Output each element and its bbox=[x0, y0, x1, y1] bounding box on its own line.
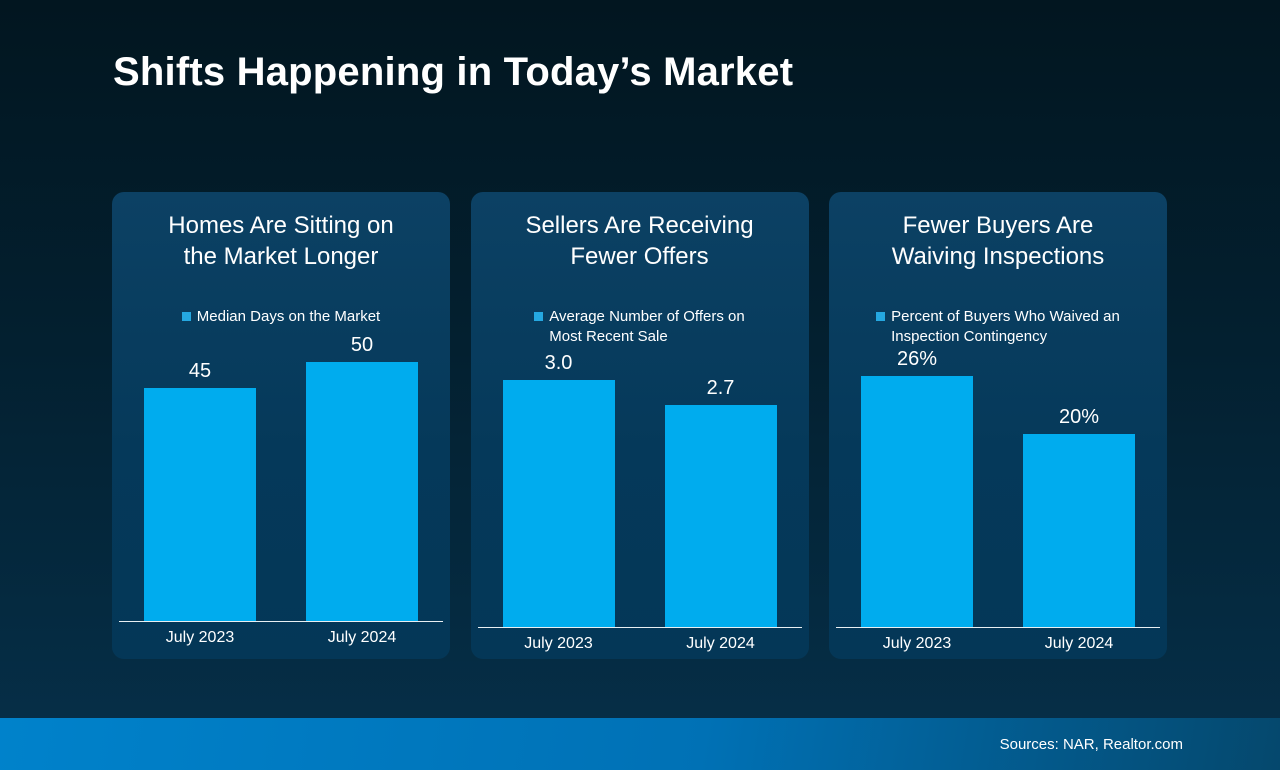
bar-group: 45 bbox=[144, 360, 256, 621]
legend-label: Percent of Buyers Who Waived an Inspecti… bbox=[891, 307, 1120, 347]
bars-area: 26% 20% bbox=[829, 347, 1167, 627]
data-label: 20% bbox=[1058, 405, 1100, 428]
x-axis-line bbox=[477, 626, 802, 628]
legend-swatch-icon bbox=[181, 311, 191, 321]
bar-group: 50 bbox=[306, 334, 418, 621]
x-tick-label: July 2024 bbox=[686, 634, 755, 652]
legend-line: Percent of Buyers Who Waived an bbox=[891, 307, 1120, 325]
charts-row: Homes Are Sitting on the Market Longer M… bbox=[112, 192, 1167, 659]
chart-card-days-on-market: Homes Are Sitting on the Market Longer M… bbox=[112, 192, 450, 659]
bar-chart: 3.0 2.7 July 2023 July 2024 bbox=[471, 347, 809, 653]
x-tick-label: July 2024 bbox=[327, 629, 397, 646]
chart-card-offers: Sellers Are Receiving Fewer Offers Avera… bbox=[470, 192, 809, 659]
chart-title: Fewer Buyers Are Waiving Inspections bbox=[892, 210, 1105, 272]
source-bar: Sources: NAR, Realtor.com bbox=[0, 718, 1280, 770]
legend-label: Median Days on the Market bbox=[197, 307, 380, 327]
x-tick-label: July 2024 bbox=[1044, 634, 1114, 652]
data-label: 3.0 bbox=[544, 351, 573, 374]
bars-area: 3.0 2.7 bbox=[471, 347, 809, 627]
bar-chart: 26% 20% July 2023 July 2024 bbox=[829, 347, 1167, 653]
bar-july-2023 bbox=[502, 379, 615, 627]
bar-chart: 45 50 July 2023 July 2024 bbox=[112, 334, 450, 647]
chart-title: Homes Are Sitting on the Market Longer bbox=[168, 210, 393, 272]
legend-line: Most Recent Sale bbox=[549, 327, 668, 345]
legend-line: Average Number of Offers on bbox=[549, 307, 745, 325]
x-axis-labels: July 2023 July 2024 bbox=[112, 622, 450, 647]
bars-area: 45 50 bbox=[112, 334, 450, 621]
chart-title-line: Fewer Buyers Are bbox=[902, 212, 1094, 239]
chart-legend: Median Days on the Market bbox=[181, 307, 380, 327]
data-label: 26% bbox=[896, 347, 938, 370]
chart-title-line: the Market Longer bbox=[183, 243, 379, 270]
bar-july-2024 bbox=[306, 362, 418, 621]
chart-legend: Average Number of Offers on Most Recent … bbox=[534, 307, 745, 347]
x-axis-line bbox=[119, 621, 443, 622]
bar-group: 20% bbox=[1023, 406, 1135, 627]
x-tick-label: July 2023 bbox=[524, 634, 593, 652]
chart-title-line: Fewer Offers bbox=[570, 243, 709, 270]
data-label: 45 bbox=[188, 360, 212, 382]
data-label: 2.7 bbox=[706, 376, 735, 399]
chart-card-inspections: Fewer Buyers Are Waiving Inspections Per… bbox=[829, 192, 1167, 659]
x-axis-labels: July 2023 July 2024 bbox=[829, 628, 1167, 653]
bar-group: 2.7 bbox=[664, 376, 777, 627]
x-tick-label: July 2023 bbox=[165, 629, 235, 646]
bar-july-2024 bbox=[1023, 433, 1135, 627]
legend-swatch-icon bbox=[534, 311, 544, 321]
legend-line: Median Days on the Market bbox=[196, 307, 381, 325]
x-axis-line bbox=[836, 626, 1160, 628]
chart-title-line: Sellers Are Receiving bbox=[525, 212, 754, 239]
bar-july-2024 bbox=[664, 404, 777, 627]
chart-title-line: Homes Are Sitting on bbox=[168, 212, 394, 239]
chart-title: Sellers Are Receiving Fewer Offers bbox=[525, 210, 753, 272]
x-axis-labels: July 2023 July 2024 bbox=[471, 628, 809, 653]
bar-group: 26% bbox=[861, 348, 973, 627]
bar-group: 3.0 bbox=[502, 351, 615, 627]
source-note: Sources: NAR, Realtor.com bbox=[999, 735, 1183, 753]
bar-july-2023 bbox=[861, 375, 973, 627]
legend-swatch-icon bbox=[876, 311, 886, 321]
page-title: Shifts Happening in Today’s Market bbox=[113, 50, 794, 94]
data-label: 50 bbox=[350, 334, 374, 356]
chart-title-line: Waiving Inspections bbox=[891, 243, 1105, 270]
bar-july-2023 bbox=[144, 388, 256, 621]
legend-line: Inspection Contingency bbox=[891, 327, 1048, 345]
legend-label: Average Number of Offers on Most Recent … bbox=[549, 307, 744, 347]
chart-legend: Percent of Buyers Who Waived an Inspecti… bbox=[876, 307, 1120, 347]
x-tick-label: July 2023 bbox=[882, 634, 952, 652]
